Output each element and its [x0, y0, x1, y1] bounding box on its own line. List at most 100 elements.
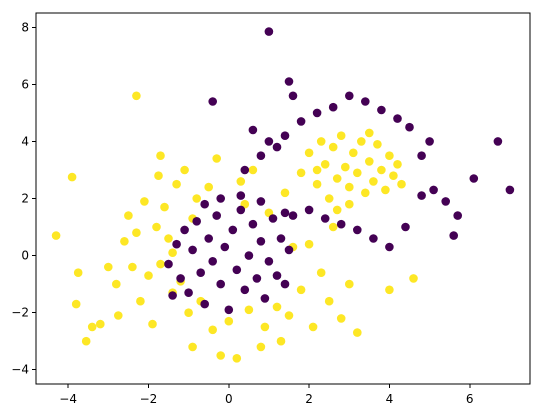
scatter-point	[469, 174, 479, 183]
scatter-point	[156, 259, 165, 269]
scatter-point	[260, 322, 270, 332]
scatter-point	[332, 205, 342, 215]
scatter-point	[312, 108, 322, 118]
x-tick-label: 6	[466, 392, 474, 406]
scatter-point	[385, 242, 394, 252]
scatter-point	[260, 294, 270, 303]
scatter-point	[280, 188, 290, 198]
x-tick-label: −4	[59, 392, 77, 406]
scatter-point	[312, 179, 322, 189]
scatter-point	[67, 172, 77, 182]
scatter-point	[280, 131, 290, 140]
scatter-point	[341, 162, 350, 172]
x-tick-label: −2	[140, 392, 158, 406]
scatter-point	[120, 237, 129, 246]
scatter-point	[320, 160, 330, 169]
scatter-point	[154, 171, 163, 180]
scatter-point	[148, 319, 157, 329]
scatter-point	[144, 271, 153, 280]
scatter-point	[212, 211, 221, 220]
scatter-point	[200, 299, 209, 309]
scatter-point	[332, 174, 342, 183]
scatter-point	[248, 165, 258, 175]
scatter-point	[393, 160, 402, 169]
scatter-point	[336, 314, 346, 323]
scatter-point	[401, 222, 410, 232]
scatter-point	[188, 342, 197, 352]
scatter-point	[264, 137, 274, 146]
scatter-point	[361, 97, 370, 106]
plot-frame	[35, 12, 531, 385]
scatter-point	[316, 268, 326, 278]
scatter-point	[353, 168, 362, 178]
scatter-point	[71, 299, 81, 309]
scatter-point	[345, 279, 354, 289]
scatter-point	[304, 148, 314, 158]
scatter-point	[248, 219, 258, 229]
scatter-point	[196, 268, 205, 278]
scatter-point	[256, 237, 266, 246]
scatter-point	[304, 205, 314, 215]
y-tick-label: −2	[11, 306, 29, 320]
scatter-point	[176, 274, 185, 283]
scatter-point	[324, 194, 334, 203]
scatter-point	[324, 296, 334, 306]
scatter-point	[272, 302, 282, 312]
scatter-point	[204, 234, 213, 243]
scatter-point	[349, 148, 358, 158]
scatter-point	[184, 288, 193, 298]
scatter-point	[136, 296, 145, 306]
scatter-point	[240, 285, 250, 295]
scatter-point	[124, 211, 133, 220]
scatter-point	[164, 234, 173, 243]
scatter-point	[180, 165, 189, 175]
scatter-point	[240, 165, 250, 175]
scatter-point	[357, 137, 366, 146]
scatter-point	[304, 239, 314, 249]
scatter-point	[441, 197, 451, 206]
scatter-point	[361, 188, 370, 198]
scatter-point	[365, 157, 374, 166]
scatter-point	[128, 262, 137, 272]
scatter-point	[256, 197, 266, 206]
scatter-point	[493, 137, 503, 146]
scatter-point	[168, 248, 177, 257]
points-layer	[51, 27, 515, 363]
scatter-point	[345, 182, 354, 192]
scatter-point	[345, 91, 354, 101]
scatter-point	[208, 97, 217, 106]
scatter-point	[51, 231, 61, 240]
scatter-point	[73, 268, 83, 278]
scatter-point	[405, 122, 414, 132]
scatter-point	[373, 140, 382, 149]
scatter-point	[140, 197, 149, 206]
scatter-point	[276, 234, 286, 243]
scatter-point	[114, 311, 123, 320]
y-tick-label: 0	[21, 249, 29, 263]
scatter-point	[453, 211, 463, 220]
y-tick-label: 4	[21, 134, 29, 148]
scatter-point	[164, 259, 173, 269]
scatter-point	[389, 171, 398, 180]
scatter-point	[280, 208, 290, 218]
scatter-point	[192, 217, 201, 226]
scatter-point	[216, 351, 225, 360]
scatter-point	[276, 336, 286, 346]
scatter-point	[152, 222, 161, 232]
scatter-point	[377, 105, 386, 115]
scatter-point	[288, 91, 298, 101]
scatter-point	[417, 151, 426, 160]
scatter-point	[369, 177, 378, 186]
y-tick-label: 8	[21, 20, 29, 34]
scatter-point	[316, 137, 326, 146]
x-tick-label: 2	[305, 392, 313, 406]
scatter-point	[381, 185, 390, 195]
y-tick-label: 2	[21, 192, 29, 206]
scatter-point	[188, 245, 197, 255]
scatter-point	[81, 336, 91, 346]
scatter-point	[172, 179, 181, 189]
scatter-point	[232, 265, 242, 275]
y-tick-label: 6	[21, 77, 29, 91]
scatter-point	[449, 231, 459, 240]
scatter-point	[208, 257, 217, 266]
